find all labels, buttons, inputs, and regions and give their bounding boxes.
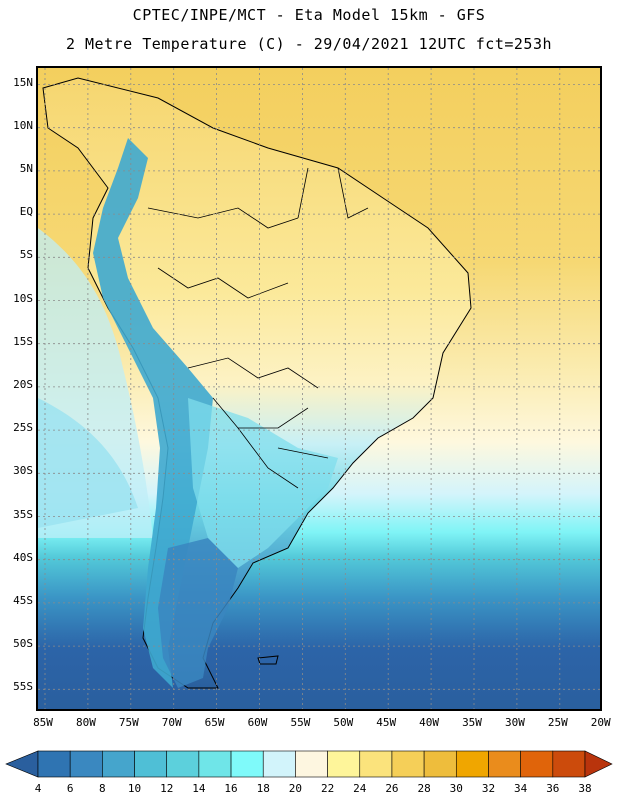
colorbar-tick-label: 20 — [288, 782, 303, 795]
colorbar-tick-label: 18 — [256, 782, 270, 795]
colorbar-tick-label: 8 — [99, 782, 106, 795]
colorbar-bin — [69, 750, 103, 778]
colorbar-bin — [423, 750, 457, 778]
colorbar-tick-label: 38 — [578, 782, 592, 795]
colorbar-bin — [262, 750, 296, 778]
colorbar-bin — [198, 750, 232, 778]
latitude-label: 10S — [13, 291, 33, 305]
colorbar-bin — [391, 750, 425, 778]
latitude-label: 55S — [13, 680, 33, 694]
falkland-islands — [257, 655, 279, 665]
country-borders — [147, 167, 369, 489]
colorbar-tick-label: 10 — [127, 782, 142, 795]
longitude-label: 45W — [376, 716, 397, 729]
colorbar-tick-label: 24 — [353, 782, 367, 795]
latitude-label: 5N — [19, 161, 33, 175]
colorbar-bin — [37, 750, 71, 778]
colorbar-tick-label: 34 — [514, 782, 528, 795]
temperature-map — [36, 66, 602, 711]
colorbar-bin — [359, 750, 393, 778]
colorbar-bin — [102, 750, 135, 778]
colorbar-bin — [520, 750, 554, 778]
latitude-label: 50S — [13, 637, 33, 651]
colorbar-bin — [295, 750, 328, 778]
map-canvas — [38, 68, 600, 709]
latitude-label: 25S — [13, 421, 33, 435]
colorbar-tick-label: 30 — [449, 782, 463, 795]
colorbar-bin — [552, 750, 586, 778]
longitude-label: 50W — [333, 716, 354, 729]
colorbar-tick-label: 16 — [224, 782, 238, 795]
patagonia-cold-region — [158, 538, 238, 688]
longitude-label: 60W — [247, 716, 268, 729]
colorbar-bin — [455, 750, 489, 778]
map-title-line2: 2 Metre Temperature (C) - 29/04/2021 12U… — [65, 35, 553, 53]
colorbar-tick-label: 36 — [546, 782, 560, 795]
colorbar — [5, 750, 613, 778]
longitude-label: 40W — [419, 716, 440, 729]
latitude-label: EQ — [19, 205, 33, 219]
latitude-label: 15N — [13, 75, 33, 89]
colorbar-tick-label: 22 — [320, 782, 335, 795]
colorbar-tick-label: 28 — [417, 782, 431, 795]
colorbar-tick-label: 26 — [385, 782, 399, 795]
graticule — [38, 68, 600, 709]
colorbar-tick-label: 14 — [192, 782, 206, 795]
longitude-label: 35W — [462, 716, 482, 729]
southern-cone-cool-region — [188, 398, 338, 568]
latitude-label: 40S — [13, 550, 33, 564]
longitude-label: 75W — [118, 716, 139, 729]
latitude-label: 10N — [13, 118, 33, 132]
colorbar-tick-label: 4 — [34, 782, 42, 795]
map-title-line1: CPTEC/INPE/MCT - Eta Model 15km - GFS — [132, 6, 486, 24]
colorbar-bin — [488, 750, 521, 778]
latitude-label: 45S — [13, 593, 33, 607]
colorbar-bin — [134, 750, 168, 778]
latitude-label: 35S — [13, 507, 33, 521]
latitude-label: 30S — [13, 464, 33, 478]
longitude-label: 80W — [75, 716, 96, 729]
colorbar-min-arrow — [5, 750, 39, 778]
colorbar-tick-label: 32 — [481, 782, 496, 795]
latitude-label: 15S — [13, 334, 33, 348]
latitude-label: 20S — [13, 377, 33, 391]
colorbar-bin — [166, 750, 200, 778]
longitude-label: 70W — [161, 716, 182, 729]
longitude-label: 20W — [590, 716, 611, 729]
longitude-label: 25W — [547, 716, 568, 729]
longitude-label: 55W — [290, 716, 311, 729]
longitude-label: 30W — [504, 716, 525, 729]
latitude-label: 5S — [19, 248, 33, 262]
colorbar-bin — [327, 750, 361, 778]
colorbar-tick-label: 12 — [160, 782, 174, 795]
colorbar-max-arrow — [584, 750, 613, 778]
longitude-label: 85W — [33, 716, 53, 729]
colorbar-bin — [230, 750, 264, 778]
longitude-label: 65W — [204, 716, 225, 729]
colorbar-tick-label: 6 — [66, 782, 74, 795]
